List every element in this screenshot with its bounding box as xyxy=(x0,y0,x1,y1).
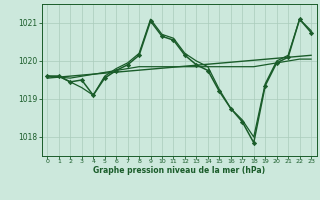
X-axis label: Graphe pression niveau de la mer (hPa): Graphe pression niveau de la mer (hPa) xyxy=(93,166,265,175)
